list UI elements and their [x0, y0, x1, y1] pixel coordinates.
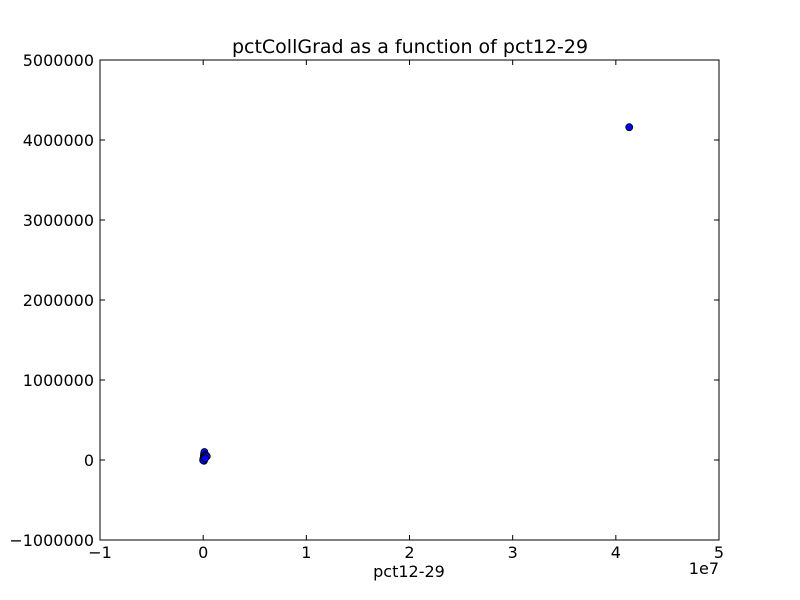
y-axis: −1000000 0 1000000 2000000 3000000 4000000 500…: [9, 51, 719, 550]
y-tick-label: 2000000: [23, 291, 94, 310]
x-tick-label: 1: [301, 543, 311, 562]
y-tick-label: 5000000: [23, 51, 94, 70]
x-tick-label: 5: [714, 543, 724, 562]
x-tick-label: −1: [88, 543, 112, 562]
y-tick-label: 0: [84, 451, 94, 470]
scatter-point: [201, 454, 209, 463]
y-tick-label: 3000000: [23, 211, 94, 230]
x-tick-label: 3: [508, 543, 518, 562]
y-tick-label: 1000000: [23, 371, 94, 390]
data-points: [199, 123, 634, 465]
y-tick-label: −1000000: [9, 531, 94, 550]
x-tick-label: 2: [404, 543, 414, 562]
y-tick-label: 4000000: [23, 131, 94, 150]
x-axis-label: pct12-29: [373, 562, 445, 581]
plot-area: [99, 59, 720, 541]
chart-title: pctCollGrad as a function of pct12-29: [232, 36, 588, 58]
x-axis: −1 0 1 2 3 4 5: [88, 60, 724, 562]
x-tick-label: 0: [198, 543, 208, 562]
scatter-point: [625, 123, 634, 132]
x-axis-offset-label: 1e7: [689, 559, 719, 578]
x-tick-label: 4: [611, 543, 621, 562]
